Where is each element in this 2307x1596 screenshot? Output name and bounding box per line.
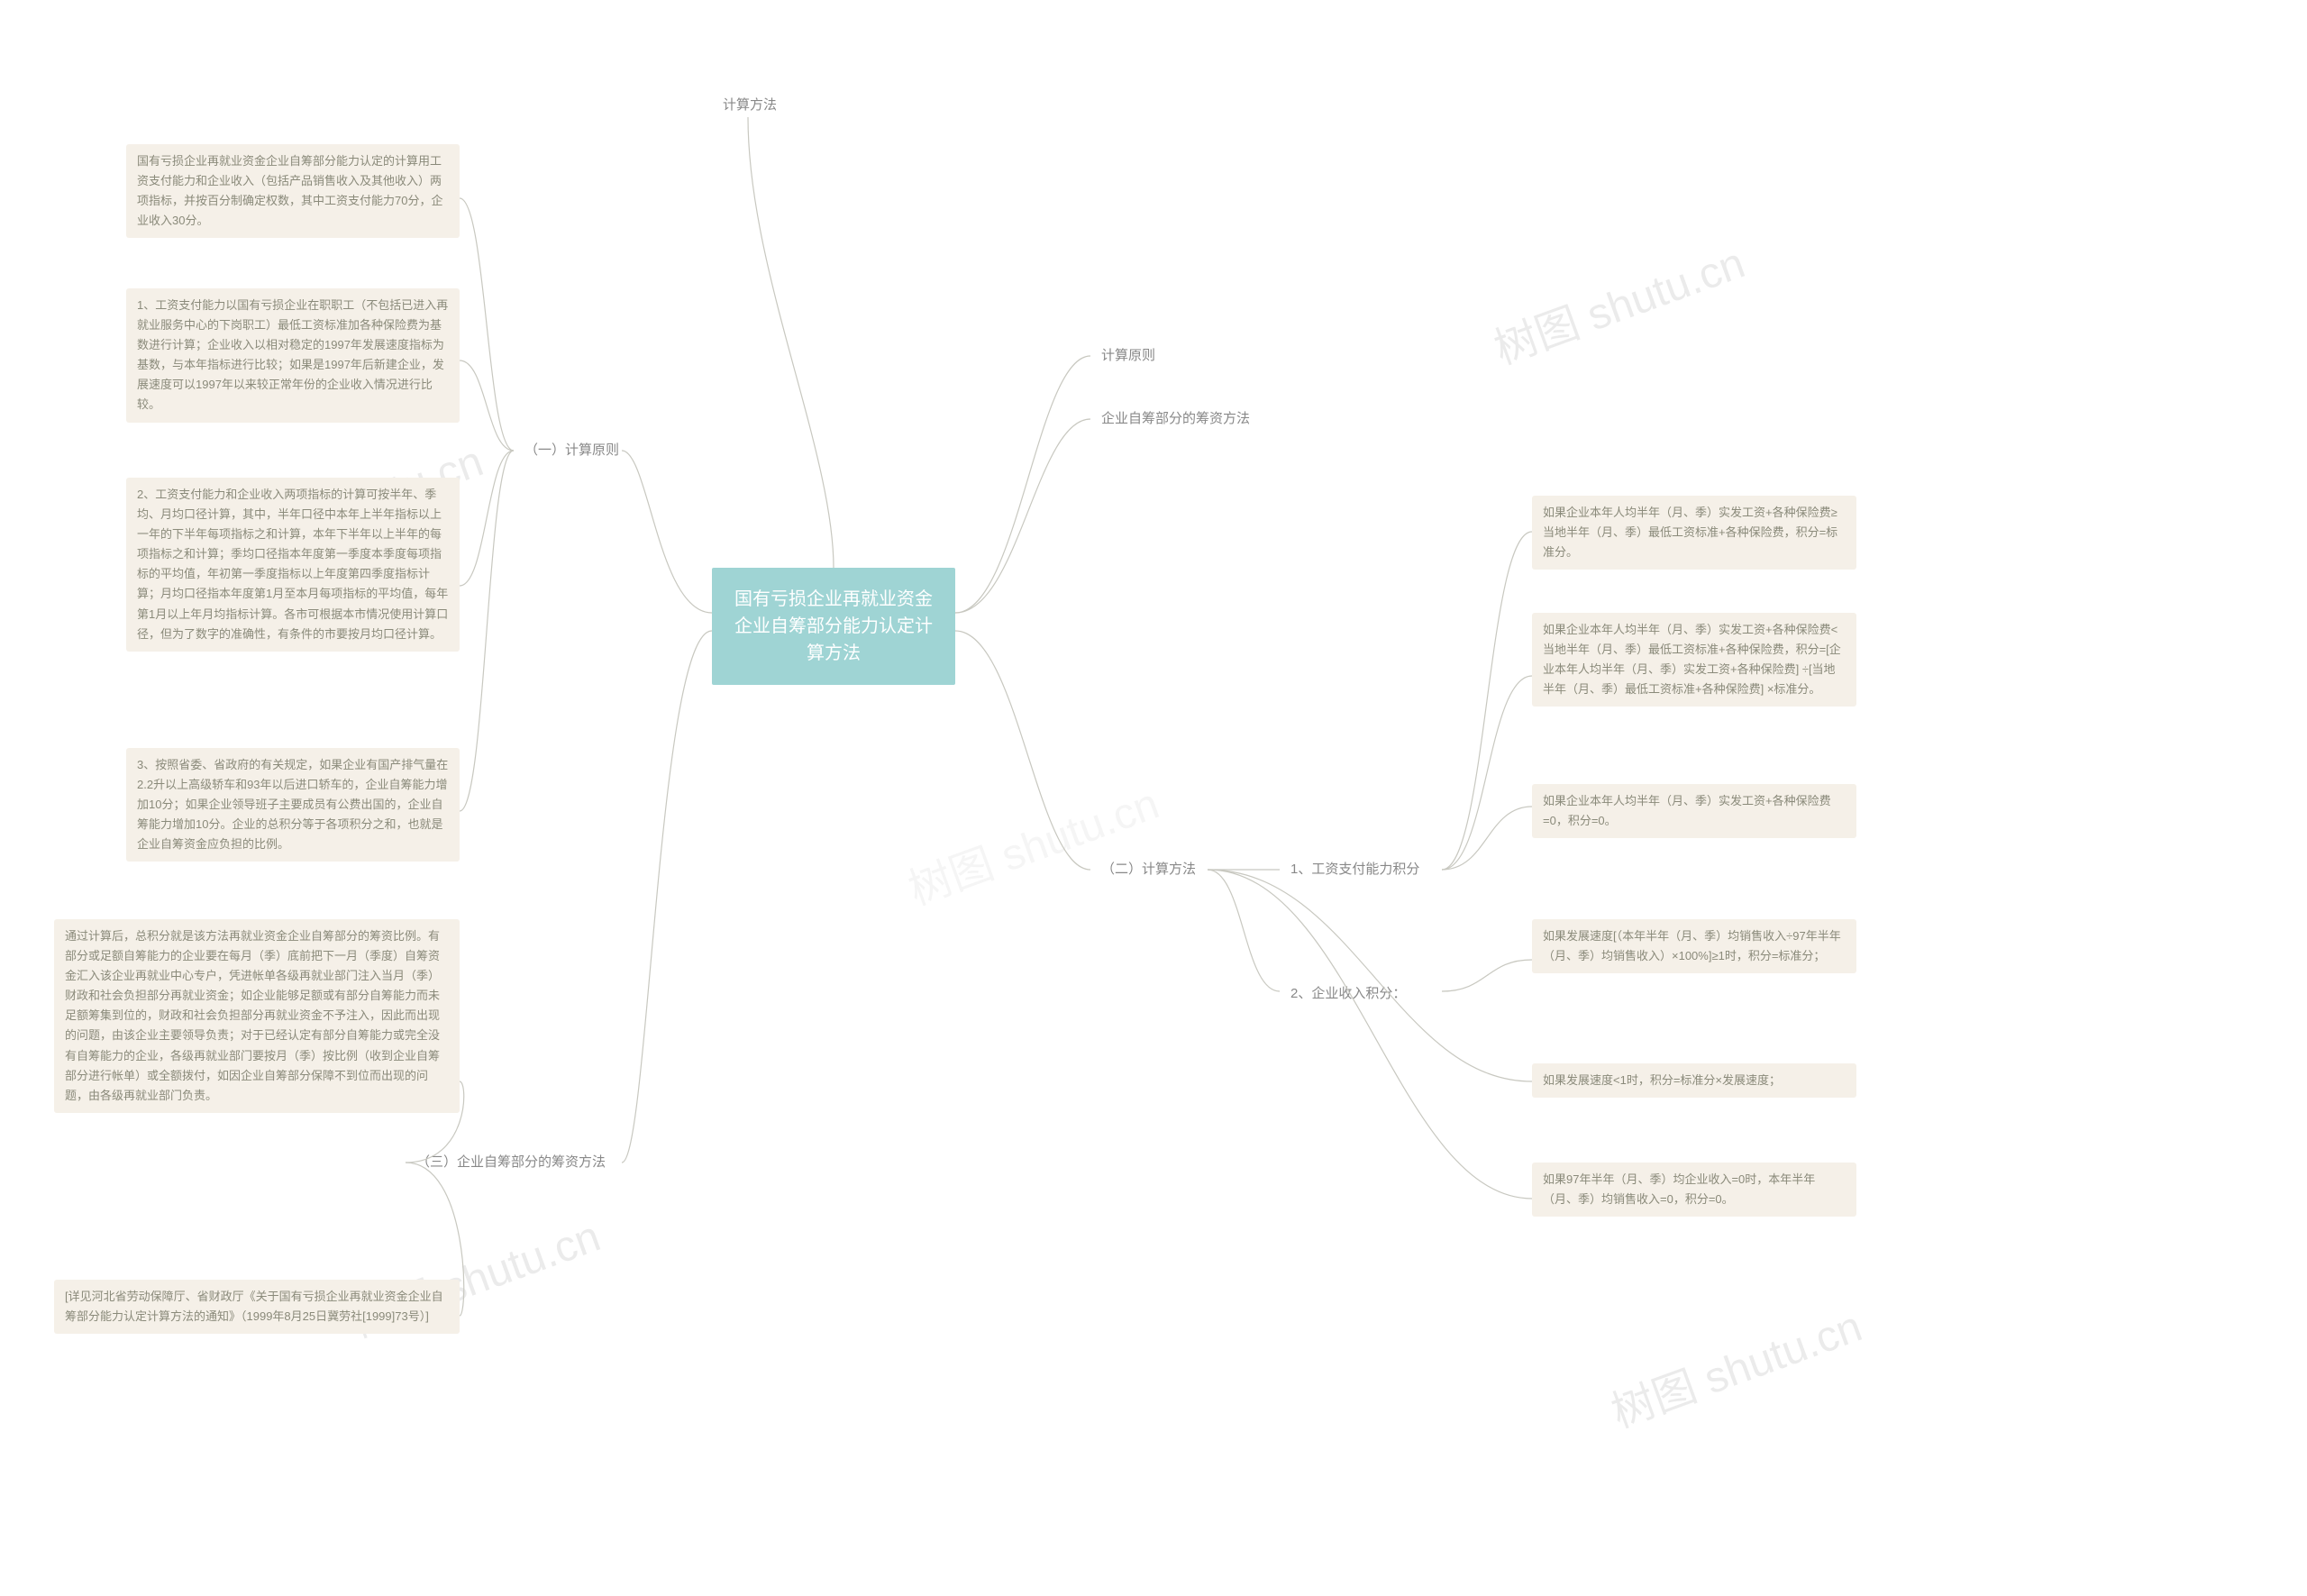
leaf-wage-2: 如果企业本年人均半年（月、季）实发工资+各种保险费<当地半年（月、季）最低工资标… <box>1532 613 1856 707</box>
leaf-income-3: 如果97年半年（月、季）均企业收入=0时，本年半年（月、季）均销售收入=0，积分… <box>1532 1163 1856 1217</box>
center-node: 国有亏损企业再就业资金企业自筹部分能力认定计算方法 <box>712 568 955 685</box>
box-p1: 1、工资支付能力以国有亏损企业在职职工（不包括已进入再就业服务中心的下岗职工）最… <box>126 288 460 423</box>
node-fundraising: 企业自筹部分的筹资方法 <box>1090 401 1261 437</box>
node-income-score: 2、企业收入积分： <box>1280 976 1417 1012</box>
box-p3: 3、按照省委、省政府的有关规定，如果企业有国产排气量在2.2升以上高级轿车和93… <box>126 748 460 862</box>
watermark: 树图 shutu.cn <box>898 768 1166 917</box>
leaf-wage-1: 如果企业本年人均半年（月、季）实发工资+各种保险费≥当地半年（月、季）最低工资标… <box>1532 496 1856 570</box>
box-intro: 国有亏损企业再就业资金企业自筹部分能力认定的计算用工资支付能力和企业收入（包括产… <box>126 144 460 238</box>
node-principle: 计算原则 <box>1090 338 1166 374</box>
leaf-income-2: 如果发展速度<1时，积分=标准分×发展速度； <box>1532 1063 1856 1098</box>
watermark: 树图 shutu.cn <box>1484 227 1752 376</box>
node-calc-method-2: （二）计算方法 <box>1090 852 1207 888</box>
watermark: 树图 shutu.cn <box>1601 1290 1869 1439</box>
node-principle-1: （一）计算原则 <box>514 433 630 469</box>
node-method-top: 计算方法 <box>712 87 788 123</box>
node-wage-score: 1、工资支付能力积分 <box>1280 852 1430 888</box>
leaf-income-1: 如果发展速度[（本年半年（月、季）均销售收入÷97年半年（月、季）均销售收入）×… <box>1532 919 1856 973</box>
box-ref: [详见河北省劳动保障厅、省财政厅《关于国有亏损企业再就业资金企业自筹部分能力认定… <box>54 1280 460 1334</box>
leaf-wage-3: 如果企业本年人均半年（月、季）实发工资+各种保险费=0，积分=0。 <box>1532 784 1856 838</box>
node-fundraising-3: （三）企业自筹部分的筹资方法 <box>406 1145 616 1181</box>
box-p2: 2、工资支付能力和企业收入两项指标的计算可按半年、季均、月均口径计算，其中，半年… <box>126 478 460 652</box>
box-p4: 通过计算后，总积分就是该方法再就业资金企业自筹部分的筹资比例。有部分或足额自筹能… <box>54 919 460 1113</box>
